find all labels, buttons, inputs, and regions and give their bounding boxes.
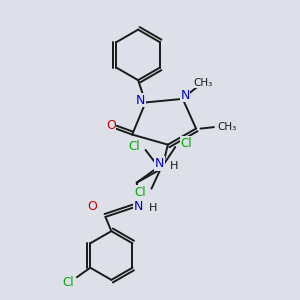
Text: N: N (155, 157, 164, 170)
Text: Cl: Cl (63, 276, 74, 289)
Text: N: N (180, 89, 190, 102)
Text: H: H (149, 203, 157, 213)
Text: N: N (134, 200, 143, 213)
Text: O: O (106, 118, 116, 131)
Text: CH₃: CH₃ (194, 77, 213, 88)
Text: N: N (136, 94, 145, 106)
Text: CH₃: CH₃ (218, 122, 237, 132)
Text: O: O (87, 200, 97, 213)
Text: Cl: Cl (181, 137, 192, 150)
Text: H: H (169, 161, 178, 171)
Text: Cl: Cl (134, 186, 146, 199)
Text: Cl: Cl (128, 140, 140, 153)
